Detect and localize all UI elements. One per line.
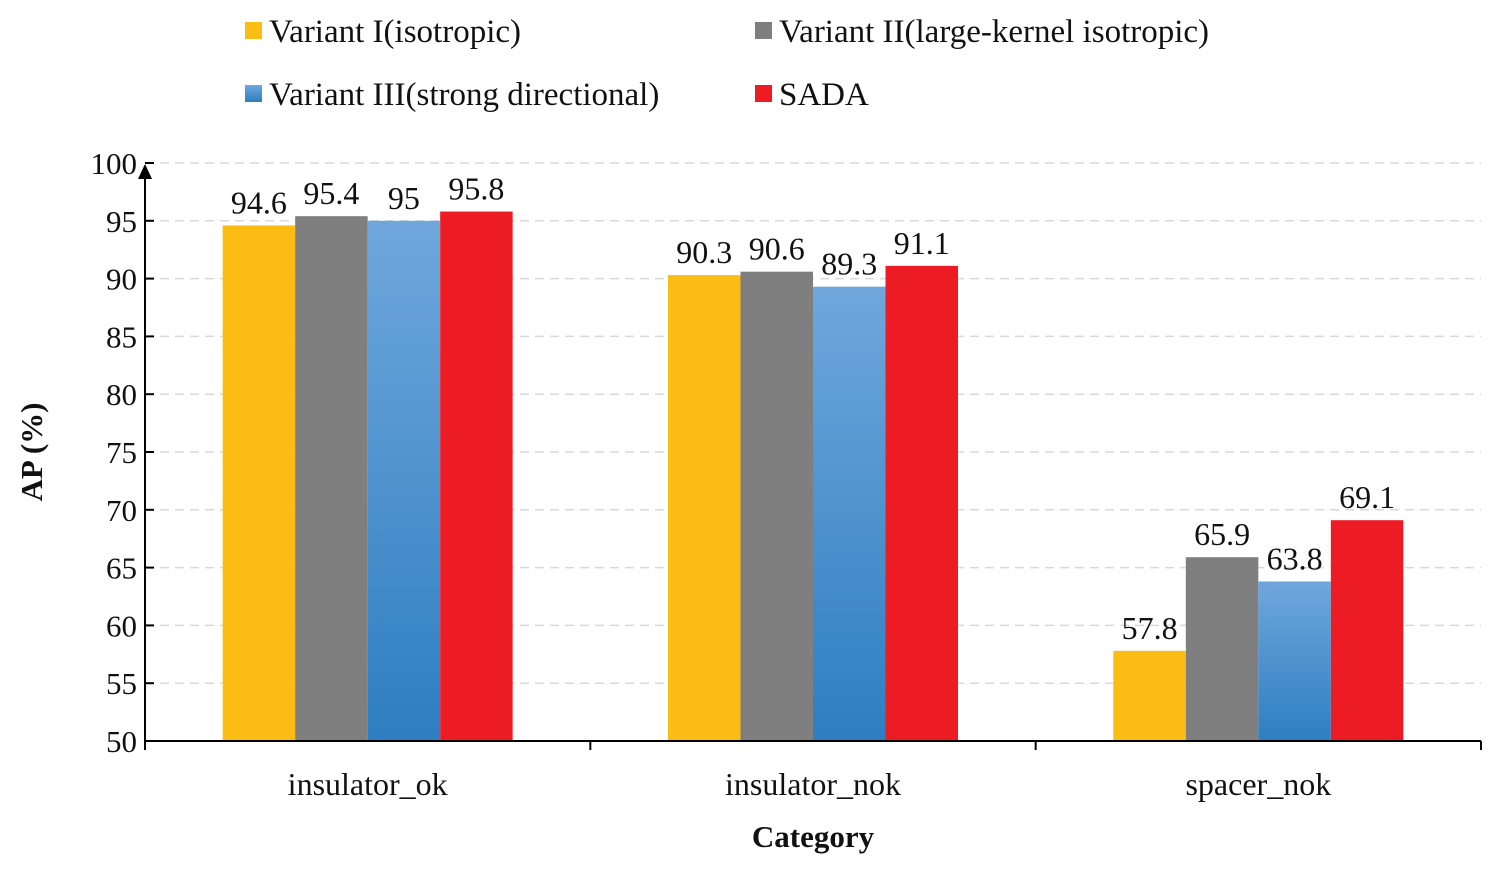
data-label: 90.3 bbox=[676, 234, 732, 270]
legend-swatch bbox=[755, 22, 772, 39]
bar bbox=[740, 271, 813, 741]
legend: Variant I(isotropic) Variant II(large-ker… bbox=[245, 14, 1209, 113]
data-label: 63.8 bbox=[1267, 540, 1323, 576]
data-label: 95 bbox=[388, 180, 420, 216]
y-tick-label: 75 bbox=[106, 435, 137, 470]
legend-swatch bbox=[245, 22, 262, 39]
bar bbox=[885, 265, 958, 741]
legend-label: Variant III(strong directional) bbox=[269, 77, 659, 113]
data-label: 94.6 bbox=[231, 184, 287, 220]
data-label: 65.9 bbox=[1194, 516, 1250, 552]
legend-label: Variant I(isotropic) bbox=[269, 14, 521, 50]
data-labels: 94.6 95.4 95 95.8 90.3 90.6 89.3 91.1 57.8 65.9 63… bbox=[231, 171, 1395, 646]
bar bbox=[1258, 581, 1331, 741]
y-tick-label: 50 bbox=[106, 724, 137, 759]
bar bbox=[367, 220, 441, 742]
y-tick-label: 95 bbox=[106, 204, 137, 239]
y-tick-label: 65 bbox=[106, 551, 137, 586]
bar bbox=[1185, 557, 1259, 741]
y-tick-label: 85 bbox=[106, 319, 137, 354]
bar bbox=[668, 275, 741, 741]
bar bbox=[1113, 650, 1186, 741]
data-label: 57.8 bbox=[1122, 610, 1178, 646]
y-tick-label: 55 bbox=[106, 666, 137, 701]
y-tick-label: 100 bbox=[91, 146, 138, 181]
axes: 50 55 60 65 70 75 80 85 90 95 100 insulator_ok insul… bbox=[91, 146, 1482, 802]
bar bbox=[440, 211, 513, 741]
category-label: insulator_ok bbox=[288, 766, 448, 802]
x-axis-title: Category bbox=[752, 819, 875, 854]
data-label: 69.1 bbox=[1339, 479, 1395, 515]
legend-swatch bbox=[755, 85, 772, 102]
y-tick-label: 70 bbox=[106, 493, 137, 528]
category-label: insulator_nok bbox=[725, 766, 901, 802]
data-label: 89.3 bbox=[821, 246, 877, 282]
data-label: 95.8 bbox=[448, 171, 504, 207]
bar bbox=[1330, 520, 1404, 741]
data-label: 95.4 bbox=[303, 175, 359, 211]
category-label: spacer_nok bbox=[1185, 766, 1331, 802]
legend-label: SADA bbox=[779, 77, 869, 113]
y-tick-label: 90 bbox=[106, 262, 137, 297]
data-label: 91.1 bbox=[894, 225, 950, 261]
y-axis-arrow-icon bbox=[138, 164, 152, 179]
bar bbox=[222, 225, 296, 741]
legend-label: Variant II(large-kernel isotropic) bbox=[779, 14, 1209, 50]
y-axis-title: AP (%) bbox=[14, 402, 49, 501]
legend-swatch bbox=[245, 85, 262, 102]
y-tick-label: 80 bbox=[106, 377, 137, 412]
bars bbox=[222, 211, 1404, 742]
bar bbox=[295, 216, 368, 741]
bar bbox=[813, 286, 886, 741]
y-tick-label: 60 bbox=[106, 608, 137, 643]
data-label: 90.6 bbox=[749, 231, 805, 267]
